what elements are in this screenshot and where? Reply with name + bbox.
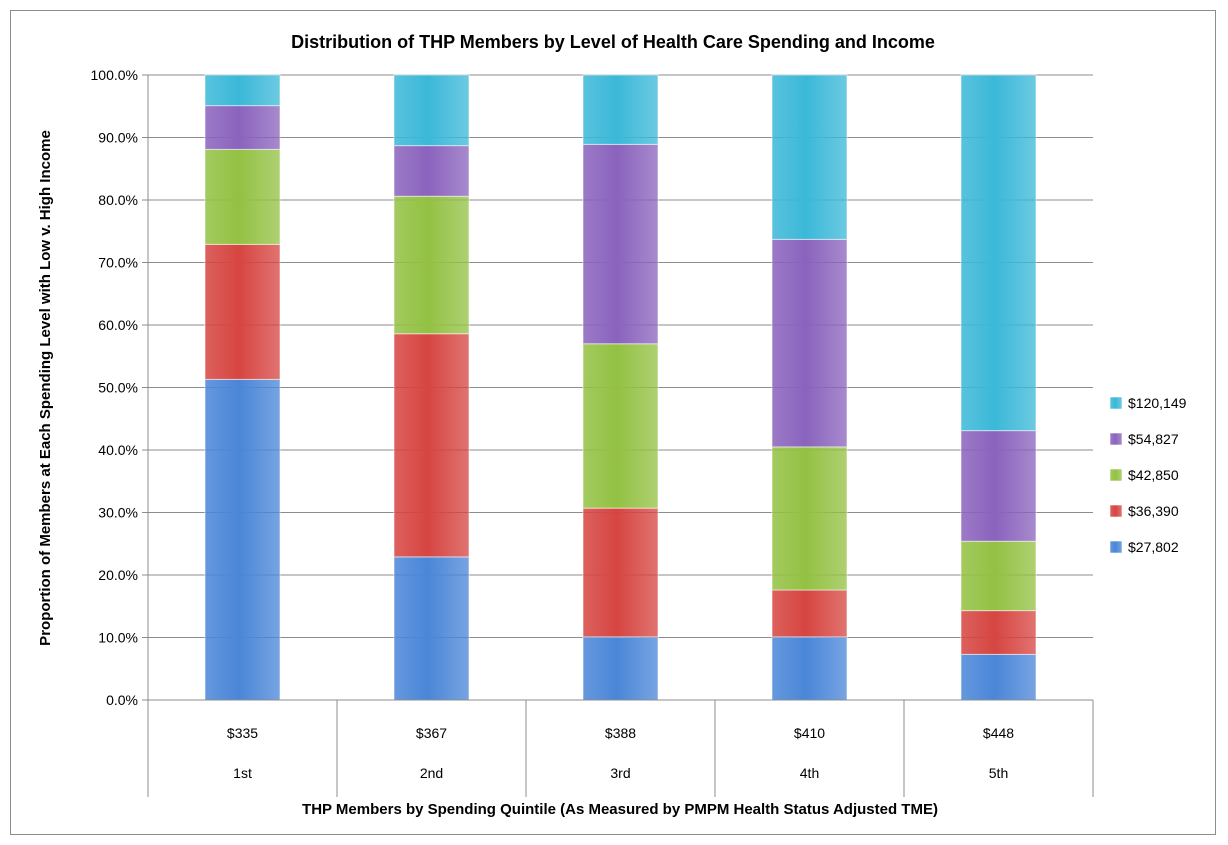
bar-segment	[582, 636, 659, 701]
bar-segment	[204, 148, 281, 245]
bar-segment	[771, 74, 848, 240]
y-tick-label: 90.0%	[98, 130, 138, 146]
bar-segment	[204, 74, 281, 107]
bar-segment	[393, 195, 470, 335]
legend-swatch	[1109, 468, 1123, 482]
legend-label: $36,390	[1128, 503, 1179, 519]
bar-segment	[582, 343, 659, 509]
y-tick-label: 70.0%	[98, 255, 138, 271]
y-tick-label: 30.0%	[98, 505, 138, 521]
bar-segment	[960, 653, 1037, 701]
y-tick-label: 80.0%	[98, 192, 138, 208]
legend-label: $54,827	[1128, 431, 1179, 447]
x-tick-quintile-label: 4th	[800, 765, 819, 781]
bar-segment	[960, 610, 1037, 655]
legend-swatch	[1109, 504, 1123, 518]
x-tick-spending-label: $448	[983, 725, 1014, 741]
bar-segment	[204, 105, 281, 150]
bar-segment	[393, 333, 470, 558]
y-tick-label: 50.0%	[98, 380, 138, 396]
legend-swatch	[1109, 540, 1123, 554]
y-tick-label: 40.0%	[98, 442, 138, 458]
y-tick-label: 0.0%	[106, 692, 138, 708]
bar-segment	[771, 446, 848, 591]
legend-label: $42,850	[1128, 467, 1179, 483]
legend-swatch	[1109, 432, 1123, 446]
axes: 0.0% 10.0% 20.0% 30.0% 40.0% 50.0% 60.0% 70.0% 8…	[91, 67, 1094, 797]
legend-label: $27,802	[1128, 539, 1179, 555]
x-tick-quintile-label: 5th	[989, 765, 1008, 781]
y-tick-label: 10.0%	[98, 630, 138, 646]
x-tick-spending-label: $335	[227, 725, 258, 741]
bar-segment	[393, 74, 470, 147]
bar-segment	[582, 507, 659, 638]
y-axis-title: Proportion of Members at Each Spending L…	[37, 130, 54, 646]
bar-segment	[582, 143, 659, 345]
x-tick-spending-label: $388	[605, 725, 636, 741]
bar-segment	[771, 636, 848, 701]
bars	[204, 74, 1037, 701]
y-tick-label: 20.0%	[98, 567, 138, 583]
x-tick-quintile-label: 2nd	[420, 765, 443, 781]
x-tick-quintile-label: 1st	[233, 765, 252, 781]
legend: $120,149 $54,827 $42,850 $36,390 $27,802	[1109, 395, 1187, 555]
x-axis-title: THP Members by Spending Quintile (As Mea…	[302, 801, 938, 818]
bar-segment	[960, 540, 1037, 612]
x-tick-spending-label: $410	[794, 725, 825, 741]
x-tick-quintile-label: 3rd	[610, 765, 630, 781]
bar-segment	[960, 74, 1037, 432]
bar-segment	[771, 589, 848, 638]
bar-segment	[393, 145, 470, 197]
x-tick-spending-label: $367	[416, 725, 447, 741]
bar-segment	[204, 378, 281, 701]
bar-segment	[393, 556, 470, 701]
bar-segment	[204, 243, 281, 380]
legend-label: $120,149	[1128, 395, 1187, 411]
chart-title: Distribution of THP Members by Level of …	[291, 32, 935, 52]
y-tick-label: 60.0%	[98, 317, 138, 333]
bar-segment	[771, 238, 848, 448]
bar-segment	[582, 74, 659, 145]
legend-swatch	[1109, 396, 1123, 410]
bar-segment	[960, 430, 1037, 542]
y-tick-label: 100.0%	[91, 67, 138, 83]
